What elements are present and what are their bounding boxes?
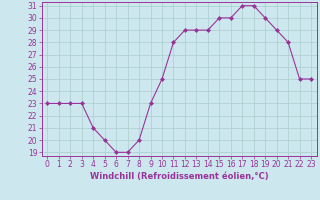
X-axis label: Windchill (Refroidissement éolien,°C): Windchill (Refroidissement éolien,°C) bbox=[90, 172, 268, 181]
